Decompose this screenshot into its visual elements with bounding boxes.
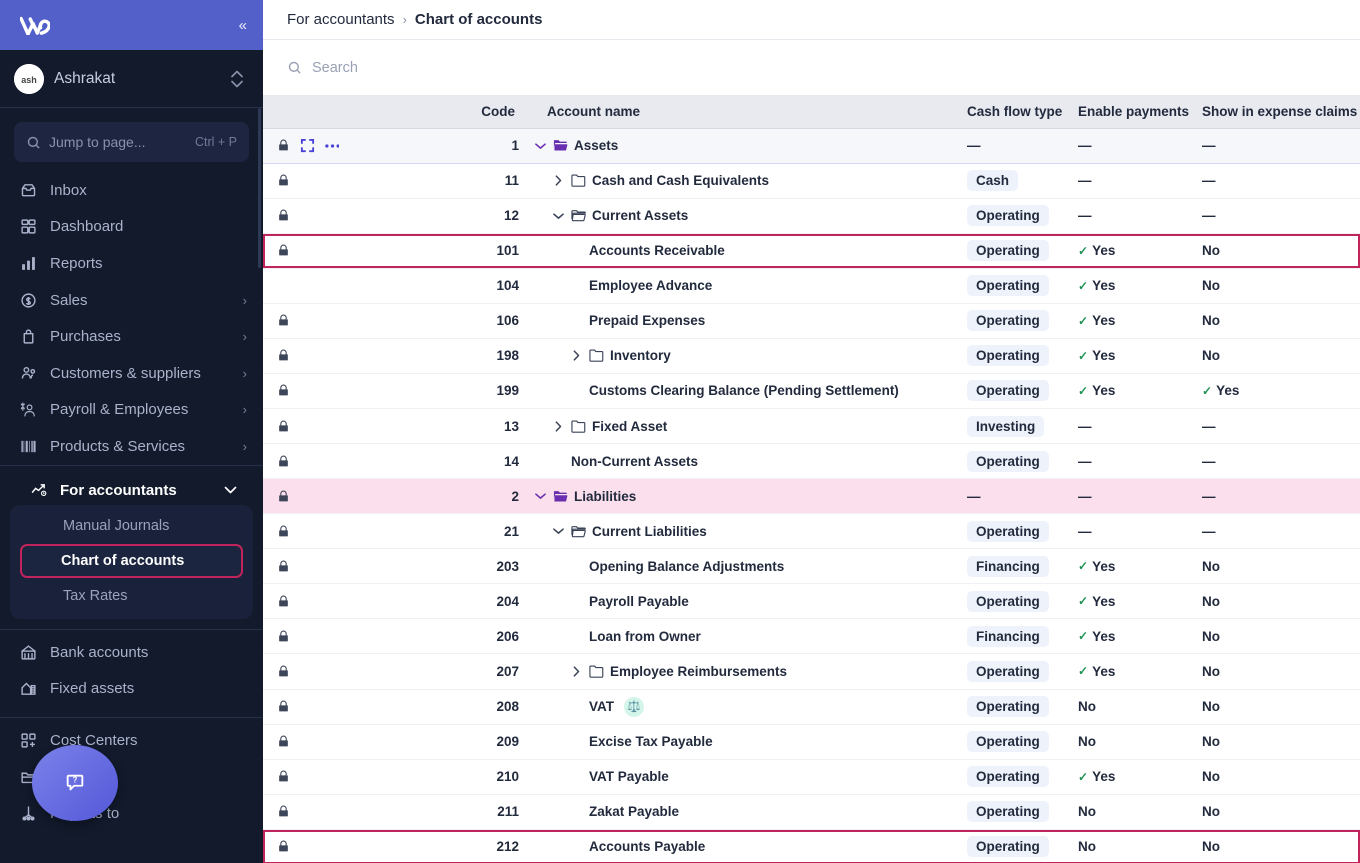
svg-text:?: ? [73, 776, 78, 785]
svg-text:ash: ash [21, 75, 37, 85]
